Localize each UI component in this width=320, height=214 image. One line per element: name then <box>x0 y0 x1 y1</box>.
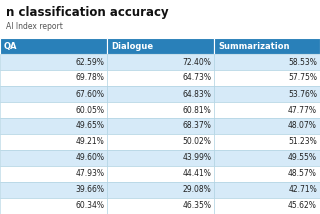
Bar <box>214 86 320 102</box>
Text: 43.99%: 43.99% <box>182 153 212 162</box>
Text: 49.60%: 49.60% <box>75 153 104 162</box>
Text: 49.55%: 49.55% <box>288 153 317 162</box>
Bar <box>107 54 214 70</box>
Text: 58.53%: 58.53% <box>288 58 317 67</box>
Bar <box>107 150 214 166</box>
Text: 44.41%: 44.41% <box>182 169 212 178</box>
Bar <box>107 118 214 134</box>
Bar <box>0 198 107 214</box>
Text: 62.59%: 62.59% <box>75 58 104 67</box>
Bar <box>107 166 214 182</box>
Bar <box>107 38 214 54</box>
Bar <box>0 38 107 54</box>
Bar <box>214 70 320 86</box>
Bar <box>214 102 320 118</box>
Text: 48.57%: 48.57% <box>288 169 317 178</box>
Text: AI Index report: AI Index report <box>6 22 63 31</box>
Bar <box>214 118 320 134</box>
Text: n classification accuracy: n classification accuracy <box>6 6 169 19</box>
Text: 46.35%: 46.35% <box>182 202 212 211</box>
Bar <box>107 70 214 86</box>
Bar <box>214 166 320 182</box>
Text: 48.07%: 48.07% <box>288 122 317 131</box>
Bar <box>214 150 320 166</box>
Bar <box>0 150 107 166</box>
Text: 64.83%: 64.83% <box>182 89 212 98</box>
Bar <box>0 118 107 134</box>
Text: 45.62%: 45.62% <box>288 202 317 211</box>
Bar <box>107 182 214 198</box>
Bar <box>0 86 107 102</box>
Text: 47.77%: 47.77% <box>288 106 317 114</box>
Bar <box>0 166 107 182</box>
Bar <box>107 102 214 118</box>
Bar <box>214 54 320 70</box>
Text: 49.65%: 49.65% <box>75 122 104 131</box>
Text: 64.73%: 64.73% <box>182 73 212 83</box>
Text: 68.37%: 68.37% <box>182 122 212 131</box>
Bar <box>214 198 320 214</box>
Text: 60.05%: 60.05% <box>75 106 104 114</box>
Bar <box>214 182 320 198</box>
Text: 69.78%: 69.78% <box>75 73 104 83</box>
Text: 51.23%: 51.23% <box>288 138 317 147</box>
Bar <box>0 182 107 198</box>
Bar <box>0 70 107 86</box>
Text: 50.02%: 50.02% <box>182 138 212 147</box>
Text: 42.71%: 42.71% <box>288 186 317 195</box>
Text: 72.40%: 72.40% <box>182 58 212 67</box>
Text: Dialogue: Dialogue <box>111 42 153 51</box>
Text: 29.08%: 29.08% <box>183 186 212 195</box>
Bar <box>107 198 214 214</box>
Bar <box>107 134 214 150</box>
Text: Summarization: Summarization <box>219 42 290 51</box>
Text: 67.60%: 67.60% <box>75 89 104 98</box>
Bar <box>0 102 107 118</box>
Bar <box>214 134 320 150</box>
Text: QA: QA <box>4 42 18 51</box>
Text: 57.75%: 57.75% <box>288 73 317 83</box>
Text: 49.21%: 49.21% <box>76 138 104 147</box>
Text: 60.34%: 60.34% <box>75 202 104 211</box>
Text: 60.81%: 60.81% <box>183 106 212 114</box>
Bar <box>0 54 107 70</box>
Bar <box>107 86 214 102</box>
Text: 39.66%: 39.66% <box>75 186 104 195</box>
Text: 53.76%: 53.76% <box>288 89 317 98</box>
Text: 47.93%: 47.93% <box>75 169 104 178</box>
Bar <box>0 134 107 150</box>
Bar <box>214 38 320 54</box>
